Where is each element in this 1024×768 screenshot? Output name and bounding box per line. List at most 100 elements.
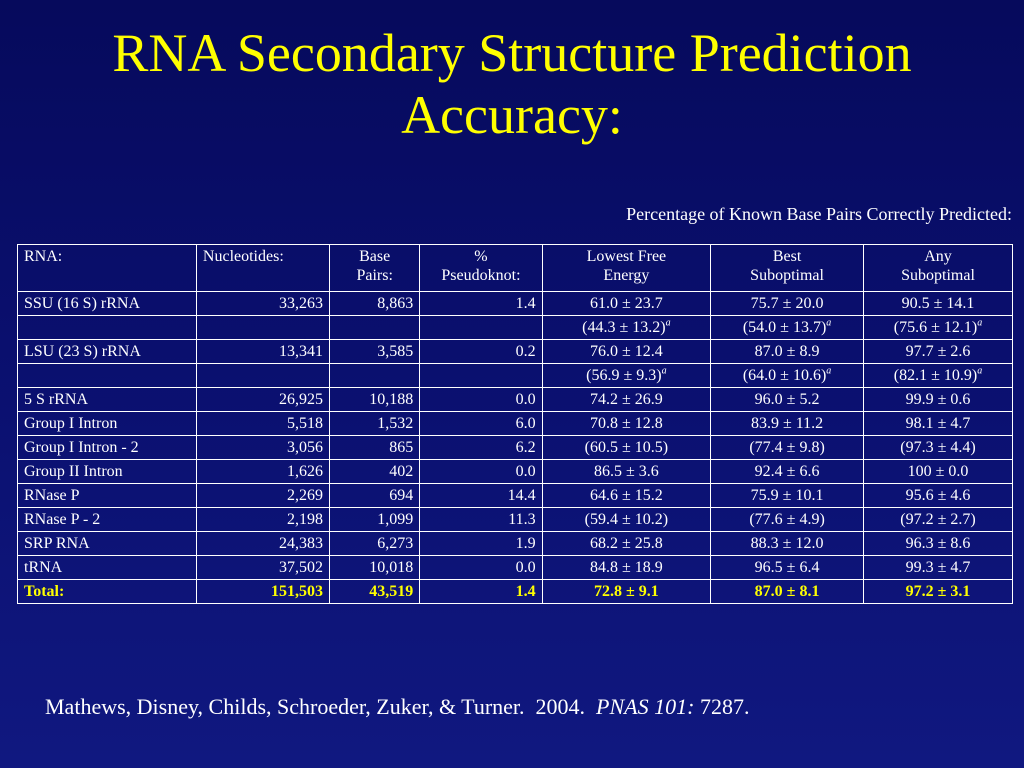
cell-base-pairs bbox=[329, 315, 421, 340]
cell-base-pairs: 402 bbox=[329, 459, 421, 484]
total-pseudoknot: 1.4 bbox=[419, 579, 543, 604]
cell-nucleotides: 13,341 bbox=[195, 339, 331, 364]
cell-any-suboptimal: 98.1 ± 4.7 bbox=[863, 411, 1013, 436]
cell-lowest-free-energy: 76.0 ± 12.4 bbox=[541, 339, 712, 364]
cell-nucleotides: 2,269 bbox=[195, 483, 331, 508]
cell-pseudoknot bbox=[419, 315, 543, 340]
header-pseudoknot: % Pseudoknot: bbox=[419, 244, 543, 292]
total-label: Total: bbox=[17, 579, 197, 604]
cell-lowest-free-energy: 61.0 ± 23.7 bbox=[541, 291, 712, 316]
cell-base-pairs: 10,018 bbox=[329, 555, 421, 580]
table-header-row: RNA: Nucleotides: Base Pairs: % Pseudokn… bbox=[17, 244, 1013, 292]
cell-best-suboptimal: 75.9 ± 10.1 bbox=[710, 483, 864, 508]
cell-base-pairs: 694 bbox=[329, 483, 421, 508]
cell-lowest-free-energy: 74.2 ± 26.9 bbox=[541, 387, 712, 412]
citation-page: 7287. bbox=[694, 694, 750, 719]
cell-rna bbox=[17, 363, 197, 388]
cell-rna: tRNA bbox=[17, 555, 197, 580]
cell-any-suboptimal: 99.9 ± 0.6 bbox=[863, 387, 1013, 412]
cell-nucleotides: 26,925 bbox=[195, 387, 331, 412]
footnote-marker: a bbox=[826, 317, 832, 329]
cell-value: (44.3 ± 13.2) bbox=[582, 319, 666, 336]
cell-any-suboptimal: (97.2 ± 2.7) bbox=[863, 507, 1013, 532]
table-row: SSU (16 S) rRNA 33,263 8,863 1.4 61.0 ± … bbox=[17, 291, 1013, 316]
table-row: tRNA 37,502 10,018 0.0 84.8 ± 18.9 96.5 … bbox=[17, 555, 1013, 580]
cell-any-suboptimal: 97.7 ± 2.6 bbox=[863, 339, 1013, 364]
table-total-row: Total: 151,503 43,519 1.4 72.8 ± 9.1 87.… bbox=[17, 579, 1013, 604]
cell-any-suboptimal: 96.3 ± 8.6 bbox=[863, 531, 1013, 556]
cell-best-suboptimal: 88.3 ± 12.0 bbox=[710, 531, 864, 556]
header-any-line-1: Any bbox=[924, 248, 952, 265]
header-base-pairs-line-1: Base bbox=[359, 248, 391, 265]
cell-nucleotides: 24,383 bbox=[195, 531, 331, 556]
header-pseudoknot-line-2: Pseudoknot: bbox=[441, 267, 521, 284]
table-row: (56.9 ± 9.3)a (64.0 ± 10.6)a (82.1 ± 10.… bbox=[17, 363, 1013, 388]
slide-title: RNA Secondary Structure Prediction Accur… bbox=[0, 22, 1024, 146]
cell-pseudoknot: 11.3 bbox=[419, 507, 543, 532]
table-row: SRP RNA 24,383 6,273 1.9 68.2 ± 25.8 88.… bbox=[17, 531, 1013, 556]
cell-pseudoknot: 1.4 bbox=[419, 291, 543, 316]
cell-best-suboptimal: (77.6 ± 4.9) bbox=[710, 507, 864, 532]
cell-value: (54.0 ± 13.7) bbox=[742, 319, 827, 336]
total-nucleotides: 151,503 bbox=[195, 579, 331, 604]
footnote-marker: a bbox=[661, 365, 667, 377]
table-row: (44.3 ± 13.2)a (54.0 ± 13.7)a (75.6 ± 12… bbox=[17, 315, 1013, 340]
cell-lowest-free-energy: 64.6 ± 15.2 bbox=[541, 483, 712, 508]
cell-value: (64.0 ± 10.6) bbox=[742, 367, 827, 384]
cell-value: (75.6 ± 12.1) bbox=[893, 319, 978, 336]
header-best-suboptimal: Best Suboptimal bbox=[710, 244, 864, 292]
cell-lowest-free-energy: (56.9 ± 9.3)a bbox=[541, 363, 712, 388]
cell-lowest-free-energy: 70.8 ± 12.8 bbox=[541, 411, 712, 436]
table-row: LSU (23 S) rRNA 13,341 3,585 0.2 76.0 ± … bbox=[17, 339, 1013, 364]
cell-pseudoknot bbox=[419, 363, 543, 388]
accuracy-table: RNA: Nucleotides: Base Pairs: % Pseudokn… bbox=[17, 244, 1013, 604]
cell-rna: Group I Intron bbox=[17, 411, 197, 436]
cell-lowest-free-energy: 68.2 ± 25.8 bbox=[541, 531, 712, 556]
cell-best-suboptimal: 87.0 ± 8.9 bbox=[710, 339, 864, 364]
cell-rna: Group I Intron - 2 bbox=[17, 435, 197, 460]
header-any-suboptimal: Any Suboptimal bbox=[863, 244, 1013, 292]
table-row: RNase P - 2 2,198 1,099 11.3 (59.4 ± 10.… bbox=[17, 507, 1013, 532]
cell-base-pairs: 10,188 bbox=[329, 387, 421, 412]
citation: Mathews, Disney, Childs, Schroeder, Zuke… bbox=[45, 694, 749, 720]
cell-lowest-free-energy: 84.8 ± 18.9 bbox=[541, 555, 712, 580]
cell-best-suboptimal: 92.4 ± 6.6 bbox=[710, 459, 864, 484]
cell-pseudoknot: 0.2 bbox=[419, 339, 543, 364]
cell-any-suboptimal: 90.5 ± 14.1 bbox=[863, 291, 1013, 316]
cell-nucleotides: 1,626 bbox=[195, 459, 331, 484]
header-pseudoknot-line-1: % bbox=[474, 248, 488, 265]
cell-nucleotides: 3,056 bbox=[195, 435, 331, 460]
table-row: Group I Intron - 2 3,056 865 6.2 (60.5 ±… bbox=[17, 435, 1013, 460]
cell-best-suboptimal: 96.5 ± 6.4 bbox=[710, 555, 864, 580]
cell-nucleotides bbox=[195, 315, 331, 340]
cell-value: (56.9 ± 9.3) bbox=[586, 367, 662, 384]
header-nucleotides: Nucleotides: bbox=[195, 244, 331, 292]
cell-any-suboptimal: 100 ± 0.0 bbox=[863, 459, 1013, 484]
cell-best-suboptimal: (77.4 ± 9.8) bbox=[710, 435, 864, 460]
cell-base-pairs: 3,585 bbox=[329, 339, 421, 364]
cell-pseudoknot: 0.0 bbox=[419, 459, 543, 484]
header-base-pairs: Base Pairs: bbox=[329, 244, 421, 292]
footnote-marker: a bbox=[826, 365, 832, 377]
table-row: Group II Intron 1,626 402 0.0 86.5 ± 3.6… bbox=[17, 459, 1013, 484]
cell-rna: SRP RNA bbox=[17, 531, 197, 556]
cell-best-suboptimal: (54.0 ± 13.7)a bbox=[710, 315, 864, 340]
cell-base-pairs: 6,273 bbox=[329, 531, 421, 556]
footnote-marker: a bbox=[665, 317, 671, 329]
cell-any-suboptimal: (82.1 ± 10.9)a bbox=[863, 363, 1013, 388]
cell-base-pairs: 1,532 bbox=[329, 411, 421, 436]
title-line-1: RNA Secondary Structure Prediction bbox=[112, 23, 912, 83]
cell-nucleotides: 5,518 bbox=[195, 411, 331, 436]
cell-any-suboptimal: 99.3 ± 4.7 bbox=[863, 555, 1013, 580]
cell-rna: Group II Intron bbox=[17, 459, 197, 484]
cell-nucleotides: 2,198 bbox=[195, 507, 331, 532]
header-lfe-line-1: Lowest Free bbox=[586, 248, 667, 265]
cell-rna: LSU (23 S) rRNA bbox=[17, 339, 197, 364]
cell-rna: RNase P - 2 bbox=[17, 507, 197, 532]
cell-nucleotides bbox=[195, 363, 331, 388]
cell-lowest-free-energy: (60.5 ± 10.5) bbox=[541, 435, 712, 460]
header-base-pairs-line-2: Pairs: bbox=[356, 267, 393, 284]
cell-rna: SSU (16 S) rRNA bbox=[17, 291, 197, 316]
cell-value: (82.1 ± 10.9) bbox=[893, 367, 978, 384]
header-lfe-line-2: Energy bbox=[603, 267, 650, 284]
